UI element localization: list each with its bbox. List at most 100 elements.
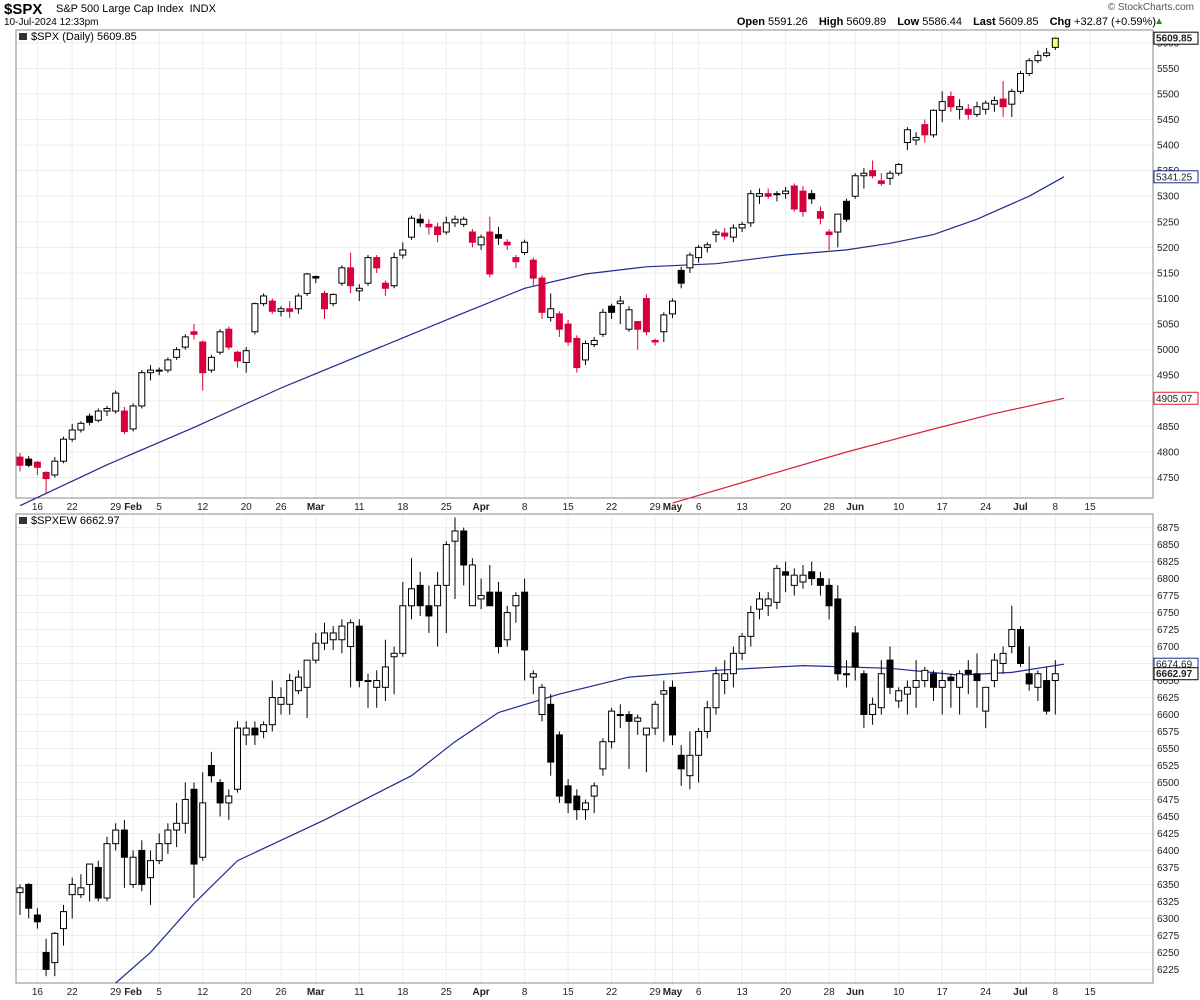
ma-blue-line: [19, 176, 1065, 507]
y-tick-label: 5050: [1157, 320, 1180, 331]
candle-body: [86, 863, 94, 885]
y-tick-label: 6225: [1157, 965, 1180, 976]
candle-body: [103, 843, 111, 899]
candle-body: [547, 308, 555, 318]
x-tick-label: 6: [696, 987, 702, 998]
candle-body: [764, 598, 772, 607]
candle-body: [164, 829, 172, 845]
low-label: Low: [897, 16, 920, 28]
ma-end-label: 4905.07: [1156, 394, 1193, 405]
candle-body: [538, 686, 546, 716]
candle-body: [816, 211, 824, 219]
x-tick-label: 16: [32, 987, 44, 998]
candle-body: [521, 591, 529, 651]
candle-body: [529, 259, 537, 279]
y-tick-label: 6450: [1157, 812, 1180, 823]
candle-body: [825, 584, 833, 607]
candle-body: [660, 690, 668, 695]
candle-body: [877, 673, 885, 709]
candle-body: [1034, 55, 1042, 62]
candle-body: [738, 635, 746, 654]
y-tick-label: 6325: [1157, 897, 1180, 908]
candle-body: [234, 727, 241, 790]
last-value: 5609.85: [998, 16, 1039, 28]
candle-body: [381, 666, 389, 688]
candle-body: [1043, 52, 1051, 57]
quote-summary: Open 5591.26 High 5609.89 Low 5586.44 La…: [737, 16, 1156, 28]
candle-body: [68, 883, 76, 896]
candle-body: [42, 951, 50, 970]
candle-body: [303, 273, 311, 294]
candle-body: [860, 673, 868, 716]
candle-body: [1051, 37, 1059, 48]
candle-body: [982, 102, 990, 110]
candle-body: [625, 714, 633, 722]
candle-body: [964, 108, 972, 115]
x-tick-label: 12: [197, 502, 209, 513]
x-tick-label: Feb: [124, 987, 142, 998]
candle-body: [60, 911, 67, 930]
high-label: High: [818, 16, 844, 28]
candle-body: [51, 932, 59, 964]
x-tick-label: 20: [780, 987, 792, 998]
x-tick-label: 25: [441, 987, 453, 998]
candle-body: [460, 218, 468, 225]
y-tick-label: 6600: [1157, 710, 1180, 721]
candle-body: [773, 193, 781, 196]
x-tick-label: 22: [67, 502, 79, 513]
candle-body: [138, 849, 146, 885]
candle-body: [408, 217, 415, 238]
x-tick-label: 24: [980, 502, 992, 513]
y-tick-label: 6550: [1157, 744, 1180, 755]
x-tick-label: 10: [893, 502, 905, 513]
x-tick-label: 11: [354, 987, 365, 998]
y-tick-label: 5500: [1157, 89, 1180, 100]
x-tick-label: 20: [780, 502, 792, 513]
x-tick-label: 22: [67, 987, 79, 998]
candle-body: [451, 218, 459, 224]
candle-body: [695, 246, 703, 259]
candle-body: [103, 407, 111, 412]
candle-body: [921, 669, 929, 682]
x-tick-label: 17: [937, 987, 949, 998]
y-tick-label: 5200: [1157, 243, 1180, 254]
candle-body: [930, 109, 937, 136]
x-tick-label: Jun: [846, 502, 864, 513]
candle-body: [956, 673, 964, 688]
x-tick-label: 18: [397, 502, 409, 513]
candle-body: [355, 625, 363, 682]
candle-body: [129, 856, 137, 885]
candle-body: [555, 313, 563, 330]
candle-body: [799, 190, 807, 213]
candle-body: [16, 887, 24, 894]
candle-body: [25, 458, 33, 466]
candle-body: [799, 574, 807, 583]
candle-body: [355, 287, 363, 292]
candle-body: [486, 591, 494, 607]
candle-body: [729, 227, 737, 238]
candle-body: [651, 339, 659, 343]
candle-body: [460, 530, 468, 566]
y-tick-label: 6575: [1157, 727, 1180, 738]
x-tick-label: Jun: [846, 987, 864, 998]
up-arrow-icon: ▲: [1154, 16, 1164, 27]
symbol-description: S&P 500 Large Cap Index INDX: [56, 3, 216, 15]
y-tick-label: 4950: [1157, 371, 1180, 382]
candle-body: [982, 686, 990, 712]
candle-body: [721, 232, 729, 237]
candle-body: [260, 724, 268, 733]
candle-body: [816, 578, 824, 586]
y-tick-label: 5300: [1157, 192, 1180, 203]
candle-body: [294, 295, 302, 310]
candle-body: [756, 193, 763, 197]
candle-body: [529, 673, 537, 678]
brand-credit: © StockCharts.com: [1107, 2, 1194, 13]
candle-body: [521, 241, 529, 253]
ma-end-label: 5341.25: [1156, 172, 1193, 183]
y-tick-label: 6875: [1157, 523, 1180, 534]
ma-end-badge: [1153, 170, 1199, 184]
candle-body: [921, 124, 929, 136]
candle-body: [242, 350, 250, 363]
y-tick-label: 6650: [1157, 676, 1180, 687]
candle-body: [712, 231, 720, 236]
